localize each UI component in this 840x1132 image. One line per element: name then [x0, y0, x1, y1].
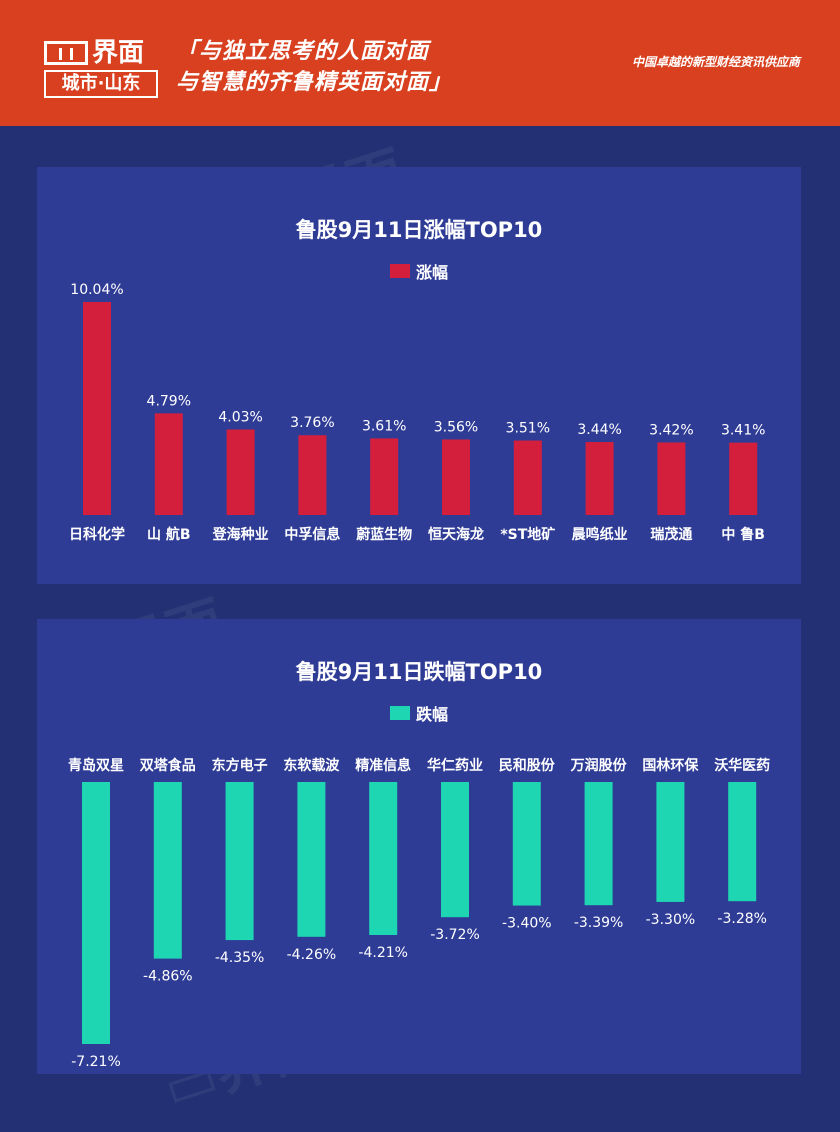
category-label: 蔚蓝生物 [356, 526, 412, 543]
category-label: *ST地矿 [500, 526, 555, 543]
losers-chart-title: 鲁股9月11日跌幅TOP10 [295, 660, 543, 684]
data-label: 4.03% [218, 410, 262, 426]
bar [226, 429, 255, 515]
category-label: 恒天海龙 [428, 526, 484, 543]
losers-chart-panel: 鲁股9月11日跌幅TOP10 跌幅 -7.21% 青岛双星 -4.86% 双塔食品 -4… [37, 619, 801, 1074]
bar [82, 782, 110, 1044]
bar [441, 782, 469, 918]
data-label: -7.21% [71, 1054, 121, 1070]
gainers-chart-title: 鲁股9月11日涨幅TOP10 [295, 218, 543, 242]
data-label: 3.41% [721, 423, 765, 439]
data-label: 3.76% [290, 415, 334, 431]
category-label: 国林环保 [642, 757, 699, 774]
logo-mark-icon [44, 41, 88, 65]
gainers-legend: 涨幅 [37, 259, 801, 283]
legend-swatch [389, 264, 410, 278]
logo-subtitle: 城市·山东 [44, 70, 158, 98]
gainers-chart-panel: 鲁股9月11日涨幅TOP10 涨幅 10.04% 日科化学 4.79% 山 航B 4.0… [37, 167, 801, 584]
category-label: 精准信息 [355, 757, 411, 774]
bar [442, 439, 470, 515]
data-label: 4.79% [147, 393, 191, 409]
header-banner: 界面 城市·山东 「与独立思考的人面对面 与智慧的齐鲁精英面对面」 中国卓越的新… [0, 0, 840, 126]
data-label: -3.28% [717, 911, 767, 927]
bar [370, 438, 399, 515]
data-label: -3.72% [430, 927, 480, 943]
losers-legend: 跌幅 [37, 701, 801, 725]
bar [656, 782, 685, 902]
bar [298, 435, 327, 515]
bar [512, 782, 541, 906]
tagline: 中国卓越的新型财经资讯供应商 [631, 55, 800, 69]
legend-label: 跌幅 [415, 705, 448, 724]
bar [513, 440, 542, 515]
data-label: -4.21% [358, 945, 408, 961]
slogan-line-2: 与智慧的齐鲁精英面对面」 [176, 70, 453, 95]
losers-bar-chart: -7.21% 青岛双星 -4.86% 双塔食品 -4.35% 东方电子 -4.26% 东软载波… [68, 757, 770, 1070]
data-label: 3.56% [434, 419, 478, 435]
category-label: 瑞茂通 [650, 526, 692, 543]
bar [153, 782, 182, 959]
category-label: 双塔食品 [140, 757, 196, 774]
category-label: 晨鸣纸业 [572, 526, 628, 543]
category-label: 山 航B [147, 526, 191, 543]
data-label: 10.04% [70, 282, 123, 298]
gainers-bar-chart: 10.04% 日科化学 4.79% 山 航B 4.03% 登海种业 3.76% 中孚信息 3.6… [69, 282, 765, 543]
category-label: 中 鲁B [721, 526, 765, 543]
bar [83, 302, 111, 515]
category-label: 登海种业 [212, 526, 269, 543]
category-label: 东软载波 [283, 757, 340, 774]
bar [225, 782, 254, 941]
data-label: 3.51% [506, 421, 550, 437]
category-label: 中孚信息 [284, 526, 340, 543]
data-label: -4.26% [287, 947, 337, 963]
category-label: 华仁药业 [427, 757, 483, 774]
legend-label: 涨幅 [415, 263, 448, 282]
bar [585, 442, 614, 515]
data-label: -4.35% [215, 950, 265, 966]
category-label: 青岛双星 [68, 757, 124, 774]
bar [154, 413, 183, 515]
bar [369, 782, 398, 935]
data-label: 3.61% [362, 418, 406, 434]
category-label: 日科化学 [69, 526, 125, 543]
category-label: 万润股份 [570, 757, 628, 774]
category-label: 沃华医药 [714, 757, 770, 774]
logo-text: 界面 [92, 38, 145, 68]
data-label: 3.44% [577, 422, 621, 438]
legend-swatch [389, 706, 410, 720]
bar [728, 782, 757, 902]
data-label: -4.86% [143, 969, 193, 985]
bar [584, 782, 613, 906]
data-label: -3.39% [574, 915, 624, 931]
category-label: 民和股份 [499, 757, 556, 774]
data-label: -3.30% [646, 912, 696, 928]
slogan-line-1: 「与独立思考的人面对面 [176, 39, 430, 64]
brand-logo: 界面 [44, 38, 162, 68]
category-label: 东方电子 [212, 757, 268, 774]
bar [297, 782, 326, 937]
data-label: -3.40% [502, 916, 552, 932]
bar [657, 442, 686, 515]
data-label: 3.42% [649, 422, 693, 438]
bar [729, 442, 758, 515]
